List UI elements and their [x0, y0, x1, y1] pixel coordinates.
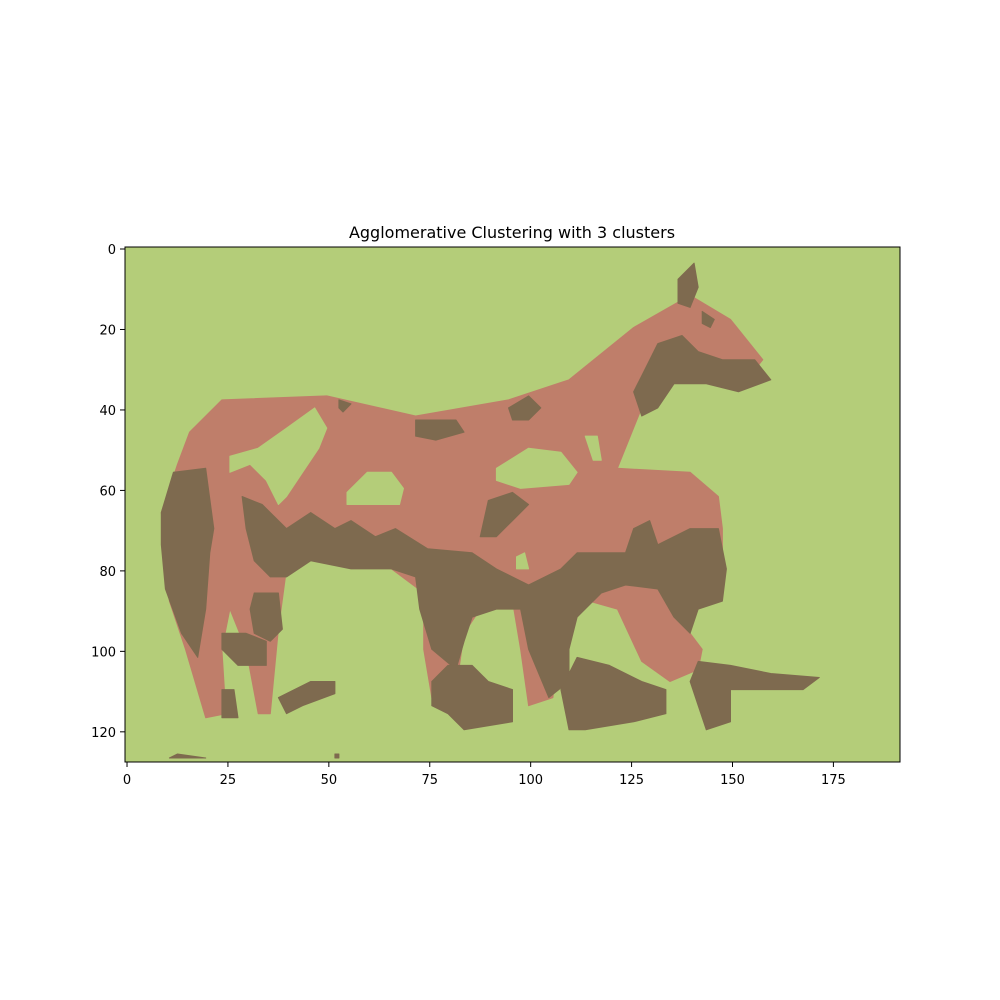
cluster-2-region: [560, 656, 667, 731]
cluster-2-region: [168, 753, 207, 759]
cluster-1-region: [160, 294, 764, 719]
x-tick-label: 75: [421, 773, 438, 788]
y-tick-label: 80: [99, 565, 116, 580]
x-tick-label: 25: [220, 773, 237, 788]
cluster-2-region: [689, 660, 820, 731]
cluster-2-region: [701, 310, 715, 328]
cluster-2-region: [633, 335, 772, 417]
y-tick-label: 100: [91, 645, 116, 660]
cluster-2-region: [338, 399, 352, 413]
y-tick-label: 40: [99, 404, 116, 419]
cluster-2-region: [508, 395, 542, 421]
cluster-2-region: [221, 689, 239, 719]
cluster-2-region: [334, 753, 340, 759]
x-tick-label: 125: [619, 773, 644, 788]
cluster-0-region: [584, 435, 602, 461]
y-tick-label: 20: [99, 323, 116, 338]
x-tick-label: 175: [821, 773, 846, 788]
y-tick-label: 120: [91, 726, 116, 741]
cluster-2-region: [221, 632, 267, 666]
cluster-0-region: [229, 407, 328, 505]
x-tick-label: 0: [123, 773, 131, 788]
cluster-2-region: [479, 491, 530, 538]
cluster-2-region: [249, 592, 283, 642]
y-tick-label: 60: [99, 484, 116, 499]
x-tick-label: 150: [720, 773, 745, 788]
cluster-2-region: [415, 419, 465, 441]
cluster-2-region: [677, 262, 699, 308]
cluster-0-region: [495, 447, 578, 489]
plot-area: [124, 246, 901, 763]
y-tick-label: 0: [108, 243, 116, 258]
cluster-2-region: [160, 467, 215, 658]
y-axis: 0 20 40 60 80 100 120: [91, 243, 125, 741]
cluster-0-region: [516, 552, 530, 570]
x-tick-label: 100: [518, 773, 543, 788]
axes-frame: [124, 246, 901, 763]
cluster-2-region: [277, 681, 336, 715]
cluster-2-region: [241, 496, 727, 699]
cluster-regions: [125, 247, 900, 762]
chart-title: Agglomerative Clustering with 3 clusters: [349, 223, 675, 242]
cluster-0-region: [346, 471, 404, 505]
x-tick-label: 50: [321, 773, 338, 788]
cluster-2-region: [431, 664, 513, 731]
x-axis: 0 25 50 75 100 125 150 175: [123, 762, 846, 788]
